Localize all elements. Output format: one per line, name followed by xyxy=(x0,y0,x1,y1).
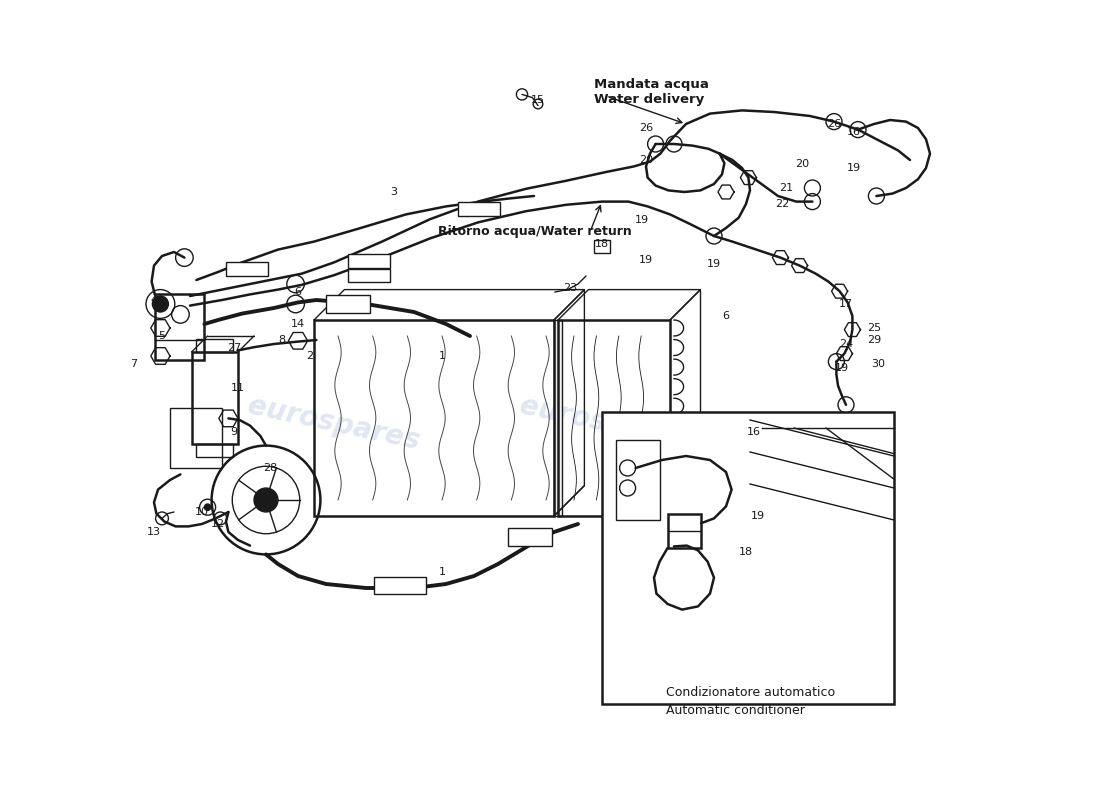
Text: 26: 26 xyxy=(639,123,653,133)
Text: 12: 12 xyxy=(211,519,226,529)
Bar xyxy=(374,577,426,594)
Text: Ritorno acqua/Water return: Ritorno acqua/Water return xyxy=(438,226,631,238)
Bar xyxy=(616,440,660,520)
Bar xyxy=(326,295,370,313)
Bar xyxy=(508,528,552,546)
Bar xyxy=(170,408,222,468)
Text: 18: 18 xyxy=(739,547,754,557)
Text: 18: 18 xyxy=(595,239,609,249)
Bar xyxy=(458,202,499,216)
Text: 5: 5 xyxy=(158,331,165,341)
Bar xyxy=(197,339,233,352)
Text: 17: 17 xyxy=(839,299,854,309)
Bar xyxy=(602,412,894,704)
Text: 8: 8 xyxy=(278,335,286,345)
Circle shape xyxy=(153,296,168,312)
Text: 7: 7 xyxy=(131,359,138,369)
Text: Automatic conditioner: Automatic conditioner xyxy=(666,704,805,717)
Text: 3: 3 xyxy=(390,187,397,197)
Text: 16: 16 xyxy=(747,427,761,437)
Bar xyxy=(191,352,238,444)
Text: eurospares: eurospares xyxy=(517,392,695,456)
Text: 15: 15 xyxy=(531,95,544,105)
Circle shape xyxy=(205,504,211,510)
Bar xyxy=(554,320,562,516)
Text: 6: 6 xyxy=(295,287,301,297)
Bar xyxy=(594,240,610,253)
Text: 19: 19 xyxy=(635,215,649,225)
Text: 29: 29 xyxy=(867,335,881,345)
Text: 27: 27 xyxy=(227,343,241,353)
Text: Condizionatore automatico: Condizionatore automatico xyxy=(666,686,835,698)
Text: 26: 26 xyxy=(827,119,842,129)
Text: 23: 23 xyxy=(563,283,578,293)
Text: 30: 30 xyxy=(871,359,886,369)
Text: 19: 19 xyxy=(847,163,861,173)
Text: 14: 14 xyxy=(290,319,305,329)
Text: 1: 1 xyxy=(439,567,446,577)
Text: 20: 20 xyxy=(795,159,810,169)
Text: 19: 19 xyxy=(835,363,849,373)
Bar xyxy=(314,320,554,516)
Text: 16: 16 xyxy=(847,127,861,137)
Text: 1: 1 xyxy=(439,351,446,361)
Text: Mandata acqua
Water delivery: Mandata acqua Water delivery xyxy=(594,78,708,106)
Text: 10: 10 xyxy=(195,507,209,517)
Text: 2: 2 xyxy=(307,351,314,361)
Text: 19: 19 xyxy=(751,511,766,521)
Bar xyxy=(226,262,267,276)
Text: 13: 13 xyxy=(147,527,161,537)
Text: 19: 19 xyxy=(639,255,653,265)
Bar xyxy=(668,514,701,548)
Text: 19: 19 xyxy=(707,259,722,269)
Text: 28: 28 xyxy=(263,463,277,473)
Bar xyxy=(349,254,390,268)
Text: 4: 4 xyxy=(151,295,157,305)
Text: 24: 24 xyxy=(839,339,854,349)
Text: 21: 21 xyxy=(779,183,793,193)
Bar xyxy=(155,294,205,360)
Text: 11: 11 xyxy=(231,383,245,393)
Text: 25: 25 xyxy=(867,323,881,333)
Circle shape xyxy=(254,488,278,512)
Text: 22: 22 xyxy=(774,199,789,209)
Bar xyxy=(558,320,670,516)
Text: 6: 6 xyxy=(723,311,729,321)
Text: 20: 20 xyxy=(639,155,653,165)
Bar xyxy=(349,269,390,282)
Bar xyxy=(197,444,233,457)
Text: 9: 9 xyxy=(230,427,238,437)
Text: eurospares: eurospares xyxy=(245,392,422,456)
